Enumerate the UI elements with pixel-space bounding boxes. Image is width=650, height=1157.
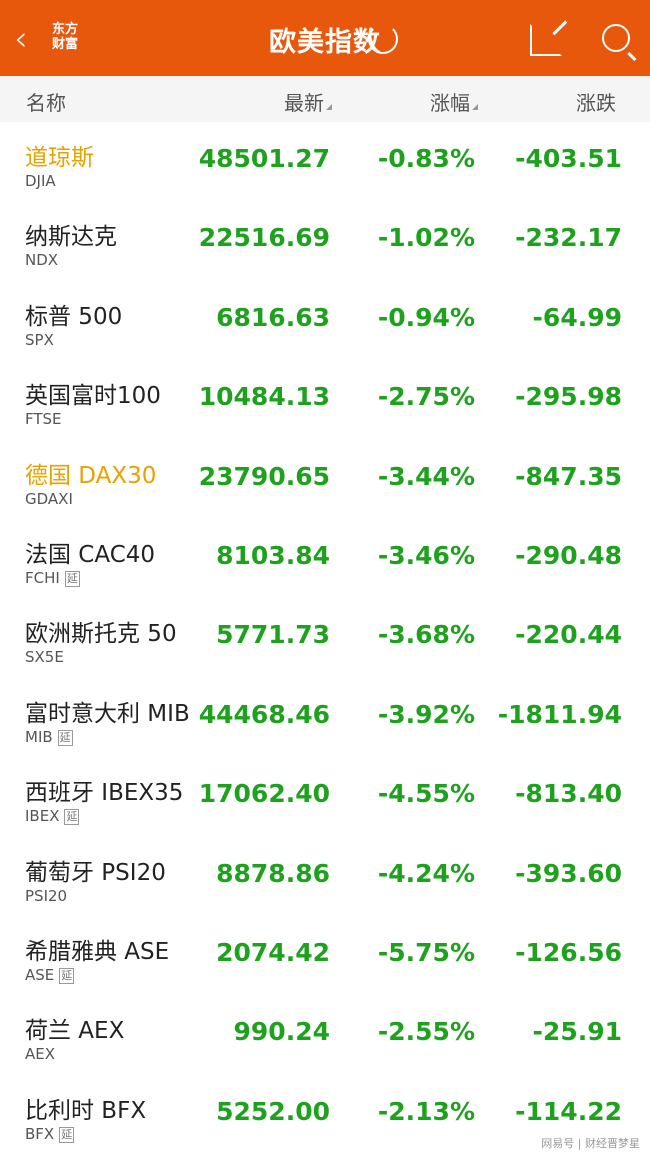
change-percent: -2.55%	[377, 1017, 475, 1047]
change-value: -64.99	[532, 302, 622, 332]
change-percent: -1.02%	[377, 223, 475, 253]
latest-price: 5252.00	[216, 1096, 330, 1126]
latest-price: 17062.40	[198, 779, 330, 809]
change-value: -847.35	[515, 461, 622, 491]
delay-badge: 延	[57, 729, 73, 746]
index-name: 标普 500	[25, 303, 123, 330]
logo: 东方财富	[52, 22, 79, 52]
column-change[interactable]: 涨跌	[576, 91, 616, 115]
change-percent: -2.13%	[377, 1096, 475, 1126]
table-row[interactable]: 德国 DAX30 GDAXI 23790.65 -3.44% -847.35	[0, 440, 650, 519]
change-value: -232.17	[515, 223, 622, 253]
column-name: 名称	[26, 91, 66, 115]
index-code: FTSE	[25, 410, 62, 429]
column-change-pct-sort[interactable]: 涨幅	[430, 87, 478, 116]
change-percent: -3.46%	[377, 540, 475, 570]
change-percent: -0.94%	[377, 302, 475, 332]
column-latest-sort[interactable]: 最新	[284, 87, 332, 116]
index-code: SX5E	[25, 648, 64, 667]
latest-price: 8878.86	[216, 858, 330, 888]
latest-price: 44468.46	[198, 699, 330, 729]
index-code: IBEX 延	[25, 807, 80, 826]
delay-badge: 延	[64, 570, 80, 587]
change-value: -813.40	[515, 779, 622, 809]
chevron-left-icon[interactable]: ‹	[14, 19, 28, 59]
share-icon[interactable]	[530, 24, 562, 56]
index-name: 富时意大利 MIB	[25, 700, 190, 727]
table-row[interactable]: 纳斯达克 NDX 22516.69 -1.02% -232.17	[0, 201, 650, 280]
latest-price: 8103.84	[216, 540, 330, 570]
index-code: GDAXI	[25, 489, 73, 508]
watermark: 网易号 | 财经晋梦星	[541, 1137, 640, 1150]
table-row[interactable]: 法国 CAC40 FCHI 延 8103.84 -3.46% -290.48	[0, 519, 650, 598]
table-row[interactable]: 葡萄牙 PSI20 PSI20 8878.86 -4.24% -393.60	[0, 837, 650, 916]
index-name: 纳斯达克	[25, 224, 117, 251]
page-title: 欧美指数	[269, 27, 381, 58]
change-value: -25.91	[532, 1017, 622, 1047]
table-row[interactable]: 富时意大利 MIB MIB 延 44468.46 -3.92% -1811.94	[0, 678, 650, 757]
index-name: 欧洲斯托克 50	[25, 621, 177, 648]
table-row[interactable]: 希腊雅典 ASE ASE 延 2074.42 -5.75% -126.56	[0, 916, 650, 995]
index-name: 比利时 BFX	[25, 1097, 147, 1124]
latest-price: 22516.69	[198, 223, 330, 253]
index-code: SPX	[25, 330, 54, 349]
delay-badge: 延	[59, 1126, 75, 1143]
change-value: -126.56	[515, 937, 622, 967]
table-row[interactable]: 比利时 BFX BFX 延 5252.00 -2.13% -114.22	[0, 1075, 650, 1154]
index-list: 道琼斯 DJIA 48501.27 -0.83% -403.51 纳斯达克 NDX…	[0, 122, 650, 1154]
change-value: -220.44	[515, 620, 622, 650]
index-name: 荷兰 AEX	[25, 1018, 125, 1045]
change-percent: -3.68%	[377, 620, 475, 650]
change-value: -295.98	[515, 382, 622, 412]
index-code: FCHI 延	[25, 568, 80, 587]
index-code: PSI20	[25, 886, 68, 905]
change-value: -403.51	[515, 144, 622, 173]
change-value: -114.22	[515, 1096, 622, 1126]
change-percent: -2.75%	[377, 382, 475, 412]
index-name: 道琼斯	[25, 145, 94, 171]
index-code: NDX	[25, 251, 59, 270]
refresh-icon[interactable]	[368, 24, 398, 54]
app-header: ‹ 东方财富 欧美指数	[0, 0, 650, 76]
change-percent: -3.92%	[377, 699, 475, 729]
delay-badge: 延	[64, 809, 80, 826]
index-code: MIB 延	[25, 727, 73, 746]
table-row[interactable]: 英国富时100 FTSE 10484.13 -2.75% -295.98	[0, 360, 650, 439]
change-value: -1811.94	[497, 699, 622, 729]
sort-icon	[472, 104, 478, 110]
change-percent: -3.44%	[377, 461, 475, 491]
latest-price: 2074.42	[216, 937, 330, 967]
index-name: 法国 CAC40	[25, 541, 156, 568]
index-name: 德国 DAX30	[25, 462, 157, 489]
change-percent: -5.75%	[377, 937, 475, 967]
latest-price: 990.24	[233, 1017, 330, 1047]
table-row[interactable]: 西班牙 IBEX35 IBEX 延 17062.40 -4.55% -813.40	[0, 757, 650, 836]
index-name: 葡萄牙 PSI20	[25, 859, 166, 886]
latest-price: 23790.65	[198, 461, 330, 491]
index-code: DJIA	[25, 172, 56, 190]
change-value: -290.48	[515, 540, 622, 570]
table-row[interactable]: 标普 500 SPX 6816.63 -0.94% -64.99	[0, 281, 650, 360]
change-value: -393.60	[515, 858, 622, 888]
change-percent: -4.24%	[377, 858, 475, 888]
latest-price: 48501.27	[198, 144, 330, 173]
index-name: 英国富时100	[25, 383, 161, 410]
table-row[interactable]: 欧洲斯托克 50 SX5E 5771.73 -3.68% -220.44	[0, 598, 650, 677]
index-code: ASE 延	[25, 965, 75, 984]
change-percent: -4.55%	[377, 779, 475, 809]
latest-price: 10484.13	[198, 382, 330, 412]
column-header: 名称 最新 涨幅 涨跌	[0, 76, 650, 122]
table-row[interactable]: 荷兰 AEX AEX 990.24 -2.55% -25.91	[0, 995, 650, 1074]
latest-price: 6816.63	[216, 302, 330, 332]
sort-icon	[326, 104, 332, 110]
table-row[interactable]: 道琼斯 DJIA 48501.27 -0.83% -403.51	[0, 122, 650, 201]
index-code: AEX	[25, 1045, 56, 1064]
change-percent: -0.83%	[377, 144, 475, 173]
delay-badge: 延	[59, 967, 75, 984]
index-name: 西班牙 IBEX35	[25, 780, 184, 807]
search-icon[interactable]	[602, 24, 630, 52]
index-code: BFX 延	[25, 1124, 75, 1143]
index-name: 希腊雅典 ASE	[25, 938, 170, 965]
latest-price: 5771.73	[216, 620, 330, 650]
